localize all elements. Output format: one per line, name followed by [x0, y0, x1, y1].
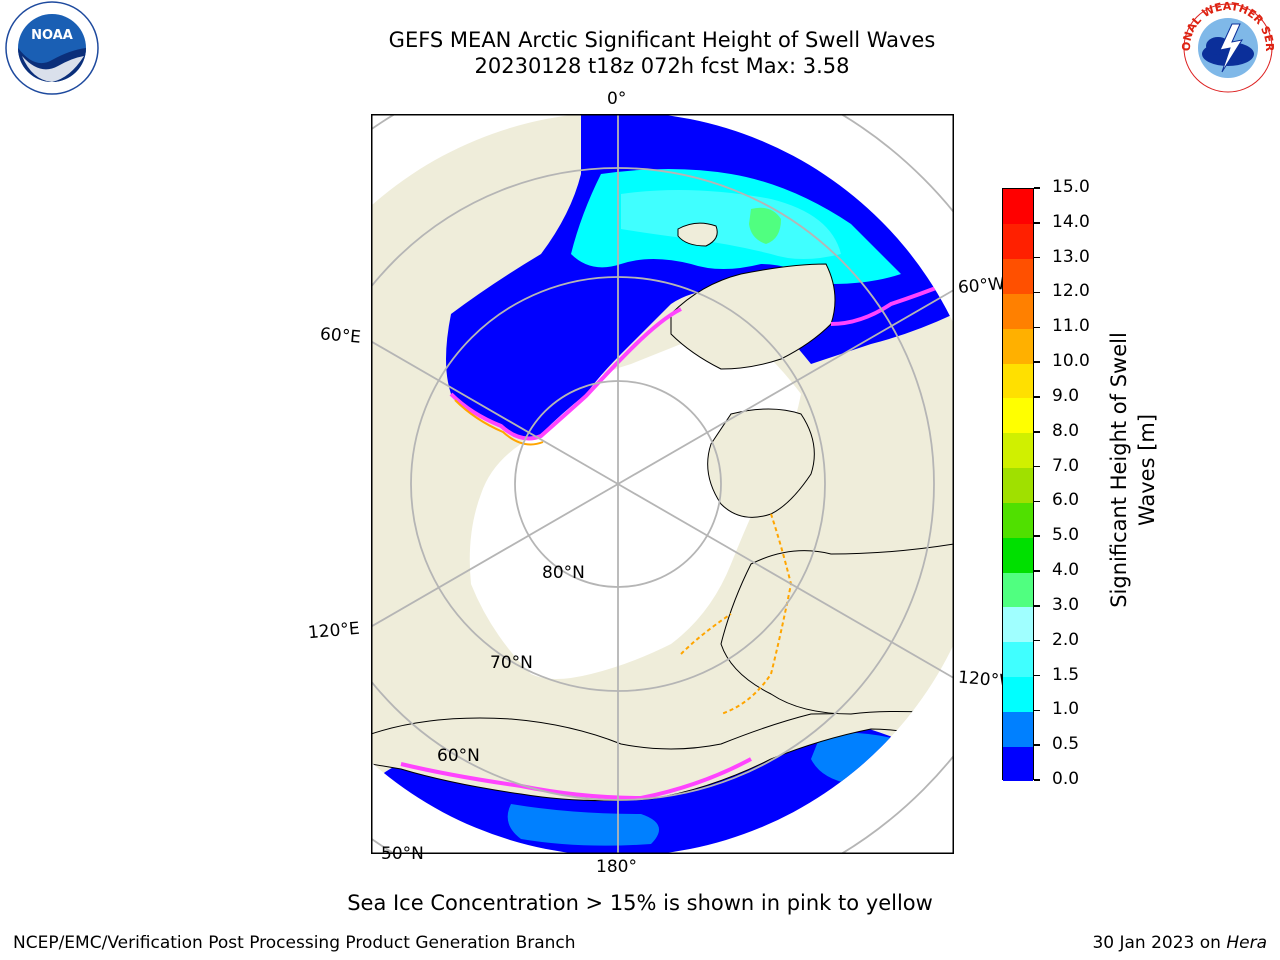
colorbar-tick — [1034, 570, 1040, 572]
lon-label-60w: 60°W — [957, 273, 1006, 299]
colorbar — [1002, 188, 1034, 782]
colorbar-segment — [1003, 676, 1033, 712]
sea-ice-footnote: Sea Ice Concentration > 15% is shown in … — [347, 891, 933, 915]
colorbar-tick — [1034, 744, 1040, 746]
ice-edge-atlantic — [449, 307, 682, 441]
polar-map — [371, 114, 954, 854]
colorbar-segment — [1003, 606, 1033, 643]
ice-edge-greenland — [830, 282, 947, 326]
lon-label-120e: 120°E — [307, 618, 361, 644]
noaa-logo-text: NOAA — [31, 28, 73, 43]
map-border — [371, 114, 954, 854]
colorbar-segment — [1003, 293, 1033, 329]
nws-logo: NATIONAL WEATHER SERVICE — [1176, 0, 1276, 93]
colorbar-tick — [1034, 256, 1040, 259]
colorbar-tick-label: 2.0 — [1052, 629, 1080, 650]
colorbar-segment — [1003, 467, 1033, 503]
lon-label-60e: 60°E — [319, 324, 362, 348]
colorbar-segment — [1003, 746, 1033, 782]
colorbar-segment — [1003, 328, 1033, 364]
greenland — [670, 263, 836, 370]
colorbar-segment — [1003, 363, 1033, 399]
colorbar-tick-label: 9.0 — [1052, 385, 1080, 406]
meridian-60e — [371, 340, 619, 485]
colorbar-title-line1: Significant Height of Swell — [1107, 332, 1131, 608]
colorbar-tick-label: 11.0 — [1052, 316, 1090, 337]
noaa-logo: NOAA — [5, 1, 99, 95]
colorbar-tick — [1034, 222, 1040, 224]
colorbar-tick-label: 8.0 — [1052, 420, 1080, 441]
colorbar-tick — [1034, 639, 1040, 642]
colorbar-segment — [1003, 572, 1033, 608]
iceland — [677, 222, 718, 247]
colorbar-tick-label: 14.0 — [1052, 211, 1090, 232]
host-name: Hera — [1226, 933, 1267, 953]
colorbar-tick — [1034, 605, 1040, 607]
branch-credit: NCEP/EMC/Verification Post Processing Pr… — [13, 933, 576, 953]
meridian-120w — [617, 483, 954, 680]
colorbar-segment — [1003, 537, 1033, 573]
colorbar-tick — [1034, 674, 1040, 677]
colorbar-tick-label: 7.0 — [1052, 455, 1080, 476]
colorbar-tick — [1034, 326, 1040, 329]
colorbar-tick-label: 15.0 — [1052, 177, 1090, 197]
colorbar-segment — [1003, 258, 1033, 294]
colorbar-tick-label: 1.0 — [1052, 699, 1080, 720]
colorbar-tick-label: 13.0 — [1052, 246, 1090, 267]
chart-title: GEFS MEAN Arctic Significant Height of S… — [388, 28, 936, 52]
run-date: 30 Jan 2023 on Hera — [1092, 933, 1267, 953]
colorbar-title-line2: Waves [m] — [1135, 414, 1159, 526]
colorbar-segment — [1003, 432, 1033, 469]
colorbar-tick — [1034, 535, 1040, 537]
colorbar-tick-label: 6.0 — [1052, 490, 1080, 511]
colorbar-tick — [1034, 431, 1040, 433]
colorbar-tick — [1034, 187, 1040, 189]
atlantic-swell-region — [446, 114, 954, 438]
lat-label-80n: 80°N — [542, 563, 585, 583]
lat-label-70n: 70°N — [490, 653, 533, 673]
colorbar-segment — [1003, 711, 1033, 747]
meridian-120e — [371, 483, 619, 628]
colorbar-tick-label: 1.5 — [1052, 664, 1080, 685]
ice-edge-atlantic-inner — [454, 399, 544, 446]
colorbar-tick — [1034, 396, 1040, 398]
north-america-coast — [720, 543, 954, 715]
colorbar-segment — [1003, 641, 1033, 678]
colorbar-tick — [1034, 500, 1040, 503]
atlantic-swell-light — [621, 190, 841, 259]
colorbar-segment — [1003, 502, 1033, 538]
colorbar-tick — [1034, 291, 1040, 294]
colorbar-tick-label: 0.0 — [1052, 769, 1080, 789]
colorbar-tick-label: 12.0 — [1052, 281, 1090, 302]
ice-edge-siberia — [680, 613, 732, 655]
colorbar-tick-label: 10.0 — [1052, 351, 1090, 372]
colorbar-tick-label: 5.0 — [1052, 525, 1080, 546]
colorbar-segment — [1003, 189, 1033, 225]
colorbar-tick — [1034, 361, 1040, 363]
colorbar-tick-label: 4.0 — [1052, 560, 1080, 581]
lon-label-0: 0° — [607, 89, 627, 109]
colorbar-tick — [1034, 465, 1040, 468]
colorbar-tick-label: 3.0 — [1052, 594, 1080, 615]
atlantic-swell-max — [749, 207, 781, 244]
graticule — [371, 114, 954, 854]
lat-label-50n: 50°N — [381, 844, 424, 864]
canadian-archipelago — [707, 408, 815, 518]
chart-subtitle: 20230128 t18z 072h fcst Max: 3.58 — [474, 54, 850, 78]
colorbar-tick — [1034, 709, 1040, 712]
pacific-ice-edge — [400, 757, 752, 801]
colorbar-tick — [1034, 779, 1040, 781]
lon-label-180: 180° — [596, 857, 637, 877]
colorbar-segment — [1003, 223, 1033, 260]
run-date-text: 30 Jan 2023 on — [1092, 933, 1221, 953]
colorbar-title: Significant Height of Swell Waves [m] — [1104, 300, 1164, 640]
colorbar-segment — [1003, 397, 1033, 434]
ice-edge-canada — [720, 513, 793, 715]
colorbar-tick-label: 0.5 — [1052, 734, 1080, 755]
lat-label-60n: 60°N — [437, 746, 480, 766]
pacific-swell-low — [507, 804, 659, 846]
meridian-60w — [617, 288, 954, 485]
